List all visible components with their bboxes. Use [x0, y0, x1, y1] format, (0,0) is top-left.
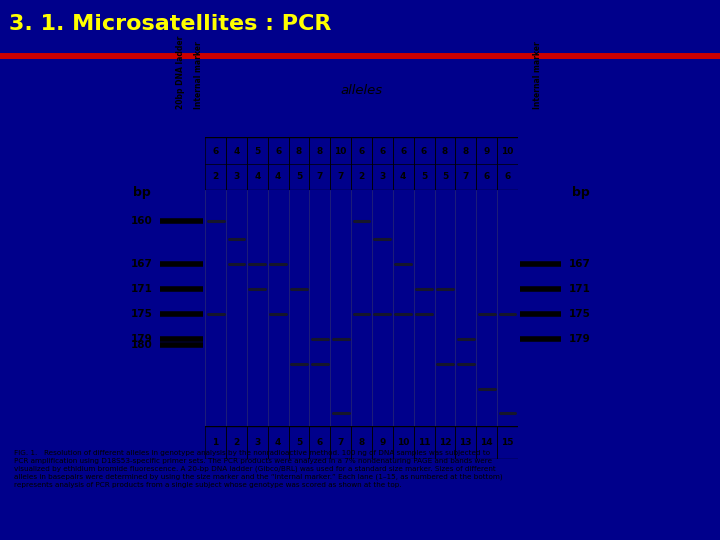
- Text: 10: 10: [501, 146, 513, 156]
- Text: 167: 167: [569, 259, 590, 269]
- Text: 175: 175: [569, 309, 590, 319]
- Text: bp: bp: [572, 186, 590, 199]
- Text: 5: 5: [442, 172, 448, 181]
- Text: 20bp DNA ladder: 20bp DNA ladder: [176, 36, 185, 109]
- Text: 14: 14: [480, 438, 493, 447]
- Text: 6: 6: [359, 146, 364, 156]
- Text: 7: 7: [338, 172, 344, 181]
- Text: 12: 12: [438, 438, 451, 447]
- Text: Internal marker: Internal marker: [194, 42, 203, 109]
- Text: 6: 6: [400, 146, 406, 156]
- Text: 10: 10: [335, 146, 347, 156]
- Text: 6: 6: [317, 438, 323, 447]
- Text: 4: 4: [275, 172, 282, 181]
- Text: 175: 175: [131, 309, 153, 319]
- Text: 8: 8: [296, 146, 302, 156]
- Text: 171: 171: [569, 284, 590, 294]
- Text: 5: 5: [296, 172, 302, 181]
- Text: 180: 180: [131, 340, 153, 350]
- Text: 4: 4: [233, 146, 240, 156]
- Text: 8: 8: [442, 146, 448, 156]
- Text: 2: 2: [359, 172, 364, 181]
- Text: bp: bp: [133, 186, 151, 199]
- Text: 167: 167: [131, 259, 153, 269]
- Text: FIG. 1.   Resolution of different alleles in genotype analysis by the nonradioac: FIG. 1. Resolution of different alleles …: [14, 450, 503, 488]
- Text: 13: 13: [459, 438, 472, 447]
- Text: 4: 4: [400, 172, 406, 181]
- Text: 6: 6: [484, 172, 490, 181]
- Text: 3. 1. Microsatellites : PCR: 3. 1. Microsatellites : PCR: [9, 14, 331, 34]
- Text: 5: 5: [254, 146, 261, 156]
- Text: 9: 9: [379, 438, 386, 447]
- Text: alleles: alleles: [341, 84, 382, 97]
- Text: 7: 7: [462, 172, 469, 181]
- Text: 11: 11: [418, 438, 431, 447]
- Text: 6: 6: [212, 146, 219, 156]
- Text: 2: 2: [233, 438, 240, 447]
- Text: 7: 7: [317, 172, 323, 181]
- Text: 2: 2: [212, 172, 219, 181]
- Text: 3: 3: [233, 172, 240, 181]
- Text: 6: 6: [421, 146, 427, 156]
- Text: 8: 8: [359, 438, 364, 447]
- Text: 15: 15: [501, 438, 513, 447]
- Text: 5: 5: [421, 172, 427, 181]
- Text: 171: 171: [131, 284, 153, 294]
- Text: 4: 4: [254, 172, 261, 181]
- Text: 179: 179: [569, 334, 590, 344]
- Text: 8: 8: [463, 146, 469, 156]
- Text: 9: 9: [483, 146, 490, 156]
- Text: 7: 7: [338, 438, 344, 447]
- Text: Internal marker: Internal marker: [533, 42, 542, 109]
- Text: 4: 4: [275, 438, 282, 447]
- Text: 5: 5: [296, 438, 302, 447]
- Text: 6: 6: [379, 146, 385, 156]
- Text: 179: 179: [131, 334, 153, 344]
- Text: 1: 1: [212, 438, 219, 447]
- Text: 6: 6: [275, 146, 282, 156]
- Text: 3: 3: [254, 438, 261, 447]
- Text: 6: 6: [504, 172, 510, 181]
- Text: 10: 10: [397, 438, 410, 447]
- Text: 3: 3: [379, 172, 385, 181]
- Text: 160: 160: [131, 216, 153, 226]
- Text: 8: 8: [317, 146, 323, 156]
